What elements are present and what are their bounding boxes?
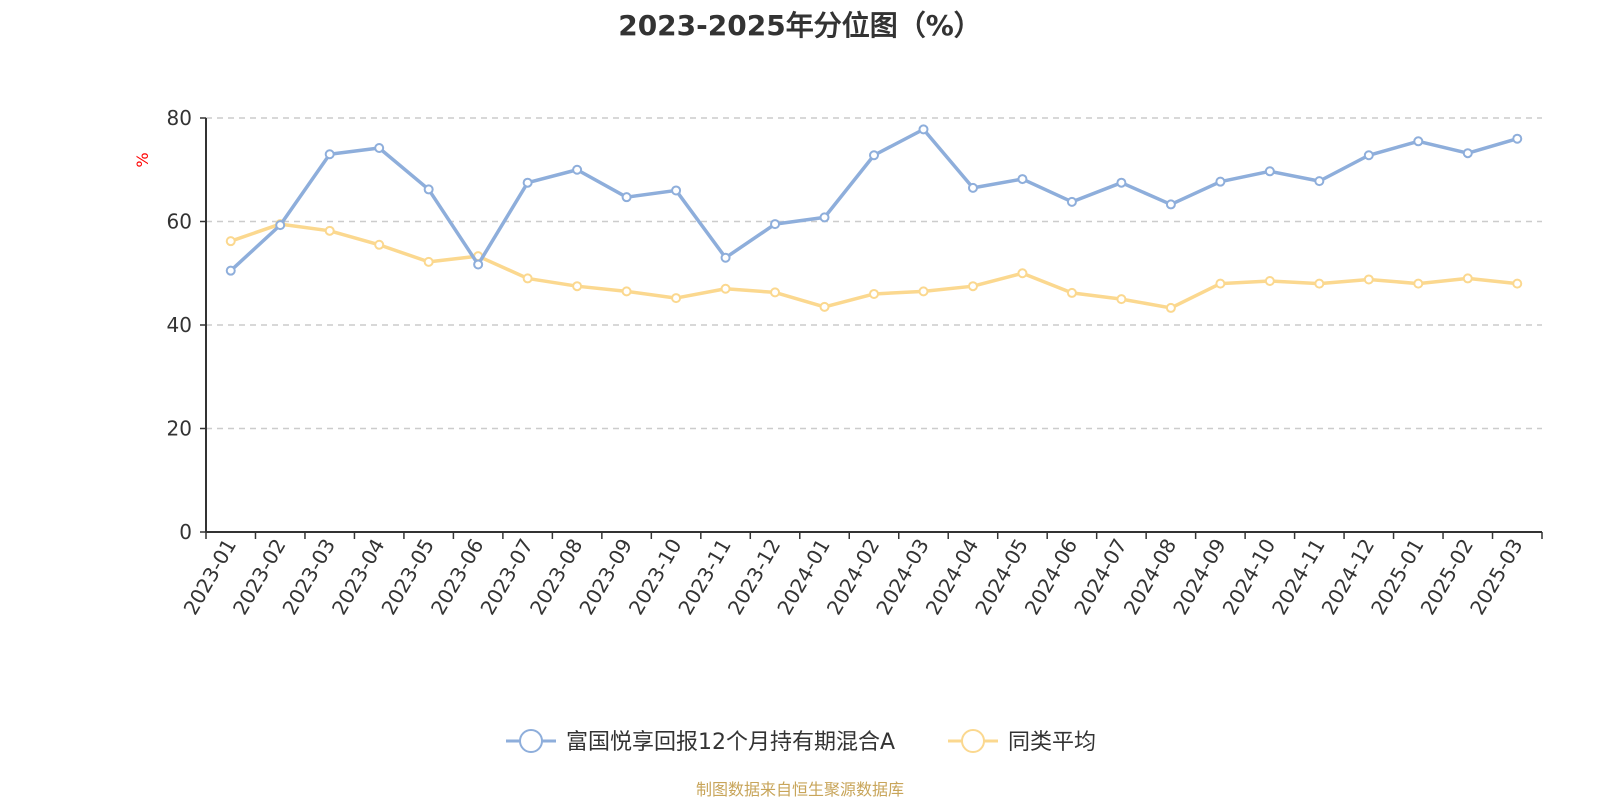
- data-point[interactable]: [819, 212, 830, 223]
- data-point[interactable]: [1512, 278, 1523, 289]
- data-point[interactable]: [770, 219, 781, 230]
- data-point[interactable]: [1066, 287, 1077, 298]
- data-point[interactable]: [918, 124, 929, 135]
- data-point[interactable]: [1066, 196, 1077, 207]
- line-chart: 0 20 40 60 80 2023-012023-022023-032023-0420…: [133, 106, 1543, 755]
- legend-swatch-marker: [519, 729, 543, 753]
- data-point[interactable]: [720, 252, 731, 263]
- data-point[interactable]: [522, 273, 533, 284]
- chart-title: 2023-2025年分位图（%）: [618, 9, 982, 42]
- data-point[interactable]: [1413, 136, 1424, 147]
- data-point[interactable]: [1215, 176, 1226, 187]
- y-axis-label: %: [133, 152, 152, 167]
- grid-lines: [206, 117, 1542, 430]
- data-point[interactable]: [324, 149, 335, 160]
- data-point[interactable]: [572, 281, 583, 292]
- y-tick-label: 20: [167, 417, 192, 441]
- data-point[interactable]: [869, 150, 879, 161]
- data-point[interactable]: [225, 236, 236, 247]
- data-point[interactable]: [1413, 278, 1424, 289]
- data-point[interactable]: [522, 177, 533, 188]
- data-point[interactable]: [1165, 302, 1176, 313]
- data-point[interactable]: [324, 225, 335, 236]
- data-point[interactable]: [473, 259, 484, 270]
- data-point[interactable]: [423, 256, 434, 267]
- source-footer: 制图数据来自恒生聚源数据库: [695, 780, 904, 799]
- data-point[interactable]: [275, 220, 286, 231]
- data-point[interactable]: [1314, 176, 1325, 187]
- y-axis-ticks: 0 20 40 60 80: [167, 106, 192, 544]
- data-point[interactable]: [1017, 268, 1028, 279]
- series-0: [225, 124, 1523, 276]
- data-point[interactable]: [720, 283, 731, 294]
- data-point[interactable]: [225, 265, 236, 276]
- data-point[interactable]: [918, 286, 929, 297]
- data-point[interactable]: [621, 192, 632, 203]
- data-point[interactable]: [671, 185, 682, 196]
- legend-label: 富国悦享回报12个月持有期混合A: [566, 730, 895, 755]
- data-point[interactable]: [819, 301, 830, 312]
- data-point[interactable]: [423, 184, 434, 195]
- data-point[interactable]: [1314, 278, 1325, 289]
- data-point[interactable]: [1165, 199, 1176, 210]
- x-axis-ticks: 2023-012023-022023-032023-042023-052023-…: [178, 534, 1527, 618]
- data-point[interactable]: [967, 182, 978, 193]
- data-point[interactable]: [1264, 276, 1275, 287]
- data-point[interactable]: [1512, 133, 1523, 144]
- axes: [200, 117, 1543, 539]
- data-point[interactable]: [621, 286, 632, 297]
- data-point[interactable]: [967, 281, 978, 292]
- data-point[interactable]: [770, 287, 781, 298]
- series-1: [225, 219, 1523, 313]
- y-tick-label: 0: [179, 520, 192, 544]
- data-point[interactable]: [374, 143, 385, 154]
- series-layer: [225, 124, 1523, 313]
- legend[interactable]: 富国悦享回报12个月持有期混合A 同类平均: [506, 729, 1096, 755]
- data-point[interactable]: [1017, 174, 1028, 185]
- legend-item-0[interactable]: 富国悦享回报12个月持有期混合A: [506, 729, 895, 755]
- data-point[interactable]: [1363, 150, 1374, 161]
- y-tick-label: 60: [167, 210, 192, 234]
- data-point[interactable]: [572, 164, 583, 175]
- y-tick-label: 40: [167, 313, 192, 337]
- legend-item-1[interactable]: 同类平均: [948, 729, 1096, 755]
- data-point[interactable]: [1215, 278, 1226, 289]
- data-point[interactable]: [1116, 177, 1127, 188]
- legend-label: 同类平均: [1008, 730, 1096, 755]
- legend-swatch-marker: [961, 729, 985, 753]
- data-point[interactable]: [1462, 273, 1473, 284]
- data-point[interactable]: [1462, 148, 1473, 159]
- data-point[interactable]: [374, 239, 385, 250]
- y-tick-label: 80: [167, 106, 192, 130]
- data-point[interactable]: [1264, 166, 1275, 177]
- data-point[interactable]: [869, 288, 879, 299]
- data-point[interactable]: [671, 293, 682, 304]
- data-point[interactable]: [1116, 294, 1127, 305]
- data-point[interactable]: [1363, 274, 1374, 285]
